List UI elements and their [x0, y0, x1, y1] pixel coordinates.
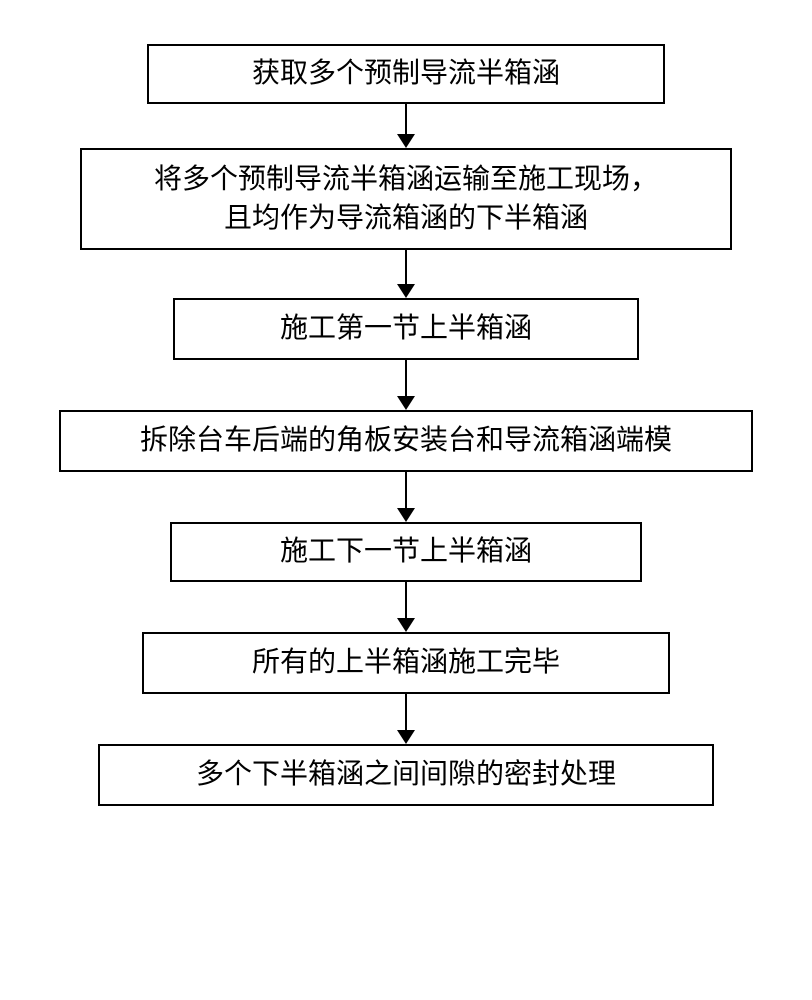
arrow-line: [405, 250, 407, 284]
flow-arrow-1: [397, 104, 415, 148]
flow-node-3: 施工第一节上半箱涵: [173, 298, 639, 360]
flow-node-5: 施工下一节上半箱涵: [170, 522, 642, 582]
flowchart-container: 获取多个预制导流半箱涵 将多个预制导流半箱涵运输至施工现场， 且均作为导流箱涵的…: [0, 0, 812, 806]
flow-arrow-6: [397, 694, 415, 744]
flow-arrow-5: [397, 582, 415, 632]
arrow-head-icon: [397, 134, 415, 148]
arrow-head-icon: [397, 730, 415, 744]
flow-arrow-4: [397, 472, 415, 522]
flow-node-4: 拆除台车后端的角板安装台和导流箱涵端模: [59, 410, 753, 472]
flow-node-6: 所有的上半箱涵施工完毕: [142, 632, 670, 694]
arrow-line: [405, 694, 407, 730]
arrow-head-icon: [397, 284, 415, 298]
flow-node-2: 将多个预制导流半箱涵运输至施工现场， 且均作为导流箱涵的下半箱涵: [80, 148, 732, 250]
arrow-line: [405, 472, 407, 508]
arrow-line: [405, 104, 407, 134]
arrow-head-icon: [397, 618, 415, 632]
arrow-head-icon: [397, 508, 415, 522]
flow-node-7: 多个下半箱涵之间间隙的密封处理: [98, 744, 714, 806]
arrow-head-icon: [397, 396, 415, 410]
arrow-line: [405, 582, 407, 618]
arrow-line: [405, 360, 407, 396]
flow-node-1: 获取多个预制导流半箱涵: [147, 44, 665, 104]
flow-arrow-2: [397, 250, 415, 298]
flow-arrow-3: [397, 360, 415, 410]
